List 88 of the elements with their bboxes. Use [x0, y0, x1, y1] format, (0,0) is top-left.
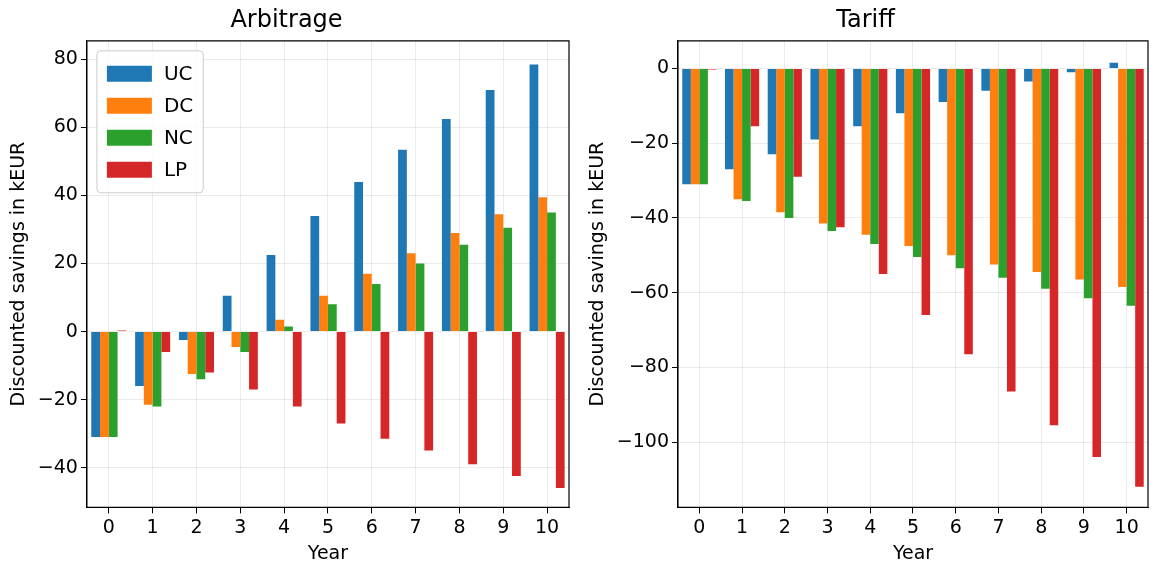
bar	[108, 332, 118, 437]
y-tick-label: −20	[37, 386, 78, 409]
chart-title: Tariff	[835, 4, 896, 33]
legend-label: NC	[163, 125, 193, 149]
x-tick-label: 1	[736, 514, 749, 537]
bar	[494, 214, 504, 332]
bar	[152, 332, 162, 407]
y-tick-label: 80	[53, 46, 78, 69]
legend-label: DC	[163, 93, 194, 117]
bar	[327, 304, 337, 332]
x-tick-label: 6	[949, 514, 962, 537]
x-tick-label: 9	[1077, 514, 1090, 537]
x-tick-label: 7	[992, 514, 1005, 537]
bar	[468, 332, 477, 465]
x-tick-label: 3	[234, 514, 247, 537]
x-tick-label: 6	[365, 514, 378, 537]
bar	[319, 295, 328, 332]
bar	[284, 326, 293, 332]
bar	[222, 295, 232, 332]
x-tick-label: 10	[1114, 514, 1139, 537]
y-tick-label: 0	[65, 318, 78, 341]
bar	[143, 332, 153, 405]
bar	[240, 332, 250, 352]
x-tick-label: 5	[906, 514, 920, 537]
bar	[354, 181, 364, 332]
y-tick-label: 40	[53, 182, 78, 205]
y-axis-title: Discounted savings in kEUR	[6, 141, 29, 407]
x-tick-label: 7	[409, 514, 422, 537]
chart-title: Arbitrage	[230, 4, 343, 33]
bar	[547, 212, 556, 332]
bar	[249, 332, 258, 390]
x-tick-label: 4	[278, 514, 291, 537]
bar	[292, 332, 302, 407]
bar	[310, 215, 320, 332]
bar	[266, 255, 276, 332]
y-tick-label: −20	[628, 130, 669, 153]
x-tick-label: 4	[864, 514, 877, 537]
x-tick-label: 3	[821, 514, 834, 537]
bar	[135, 332, 144, 386]
bar	[538, 197, 548, 332]
x-axis-title: Year	[891, 540, 934, 563]
y-tick-label: 20	[53, 250, 78, 273]
bar	[336, 332, 346, 424]
bar	[555, 332, 565, 489]
y-tick-label: 0	[656, 55, 669, 78]
y-tick-label: −40	[628, 204, 669, 227]
bar	[91, 332, 101, 437]
bar	[406, 253, 416, 332]
bar	[100, 332, 109, 437]
bar	[275, 319, 285, 332]
bar	[205, 332, 214, 373]
x-tick-label: 2	[190, 514, 203, 537]
x-tick-label: 5	[321, 514, 334, 537]
bar	[441, 119, 451, 332]
bar	[380, 332, 390, 439]
bar	[512, 332, 521, 477]
y-tick-label: −60	[628, 279, 669, 302]
x-tick-label: 0	[693, 514, 706, 537]
y-tick-label: −40	[37, 454, 78, 477]
x-tick-label: 9	[497, 514, 510, 537]
x-tick-label: 8	[453, 514, 466, 537]
bar	[485, 90, 495, 332]
x-tick-label: 10	[534, 514, 560, 537]
bar	[363, 273, 372, 332]
bar	[187, 332, 197, 375]
y-tick-label: −80	[628, 354, 669, 377]
bar	[371, 283, 381, 332]
bar	[415, 263, 425, 332]
x-tick-label: 2	[778, 514, 791, 537]
x-tick-label: 8	[1035, 514, 1048, 537]
y-tick-label: −100	[616, 428, 669, 451]
legend-label: UC	[163, 61, 193, 85]
bar	[196, 332, 206, 380]
bar	[529, 64, 539, 332]
bar	[161, 332, 171, 352]
x-tick-label: 0	[102, 514, 115, 537]
bar	[424, 332, 434, 451]
x-tick-label: 1	[146, 514, 159, 537]
x-axis-title: Year	[306, 540, 349, 563]
legend-label: LP	[163, 157, 188, 181]
bar	[450, 232, 460, 332]
bar	[398, 149, 407, 332]
bar	[178, 332, 188, 341]
bar	[231, 332, 241, 347]
bar	[459, 244, 469, 332]
bar	[503, 227, 513, 332]
y-tick-label: 60	[53, 114, 78, 137]
y-axis-title: Discounted savings in kEUR	[585, 141, 608, 407]
